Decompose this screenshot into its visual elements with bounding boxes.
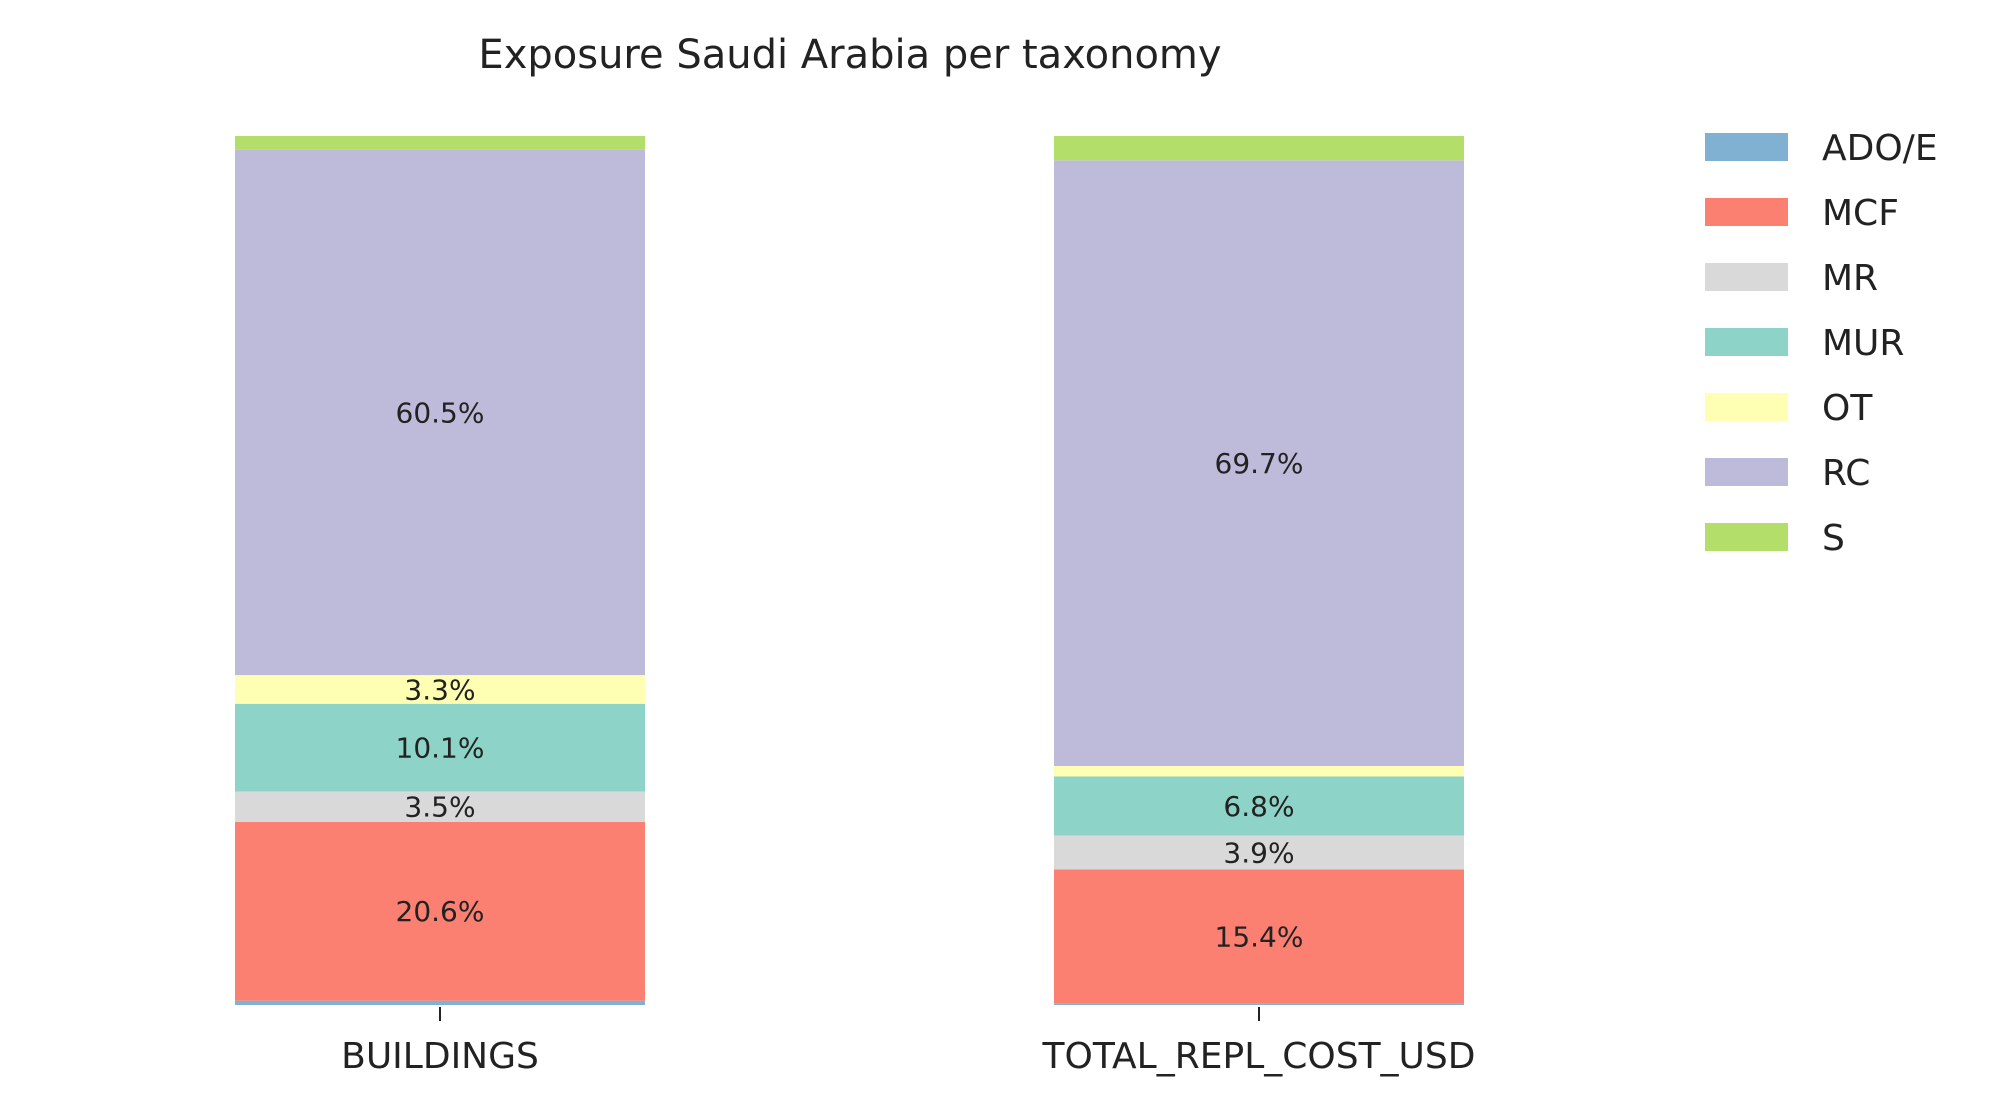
data-label: 3.5% xyxy=(404,791,475,824)
legend-label: RC xyxy=(1822,453,1870,494)
data-label: 60.5% xyxy=(396,397,485,430)
bar-segment-mur-0 xyxy=(235,703,645,792)
legend-swatch xyxy=(1705,523,1788,551)
bar-segment-mur-1 xyxy=(1054,776,1464,836)
bar-segment-mr-1 xyxy=(1054,835,1464,870)
legend-label: ADO/E xyxy=(1822,128,1938,169)
legend-label: S xyxy=(1822,518,1845,559)
data-label: 3.9% xyxy=(1223,836,1294,869)
legend-label: MUR xyxy=(1822,323,1904,364)
legend-swatch xyxy=(1705,328,1788,356)
x-axis: BUILDINGS TOTAL_REPL_COST_USD xyxy=(341,1007,1475,1077)
bar-segment-mcf-1 xyxy=(1054,869,1464,1004)
chart-title: Exposure Saudi Arabia per taxonomy xyxy=(478,32,1221,78)
x-tick-label: BUILDINGS xyxy=(341,1036,539,1077)
data-label: 6.8% xyxy=(1223,790,1294,823)
data-label: 10.1% xyxy=(396,732,485,765)
bar-segment-ot-0 xyxy=(235,675,645,704)
data-label: 69.7% xyxy=(1215,447,1304,480)
legend-swatch xyxy=(1705,198,1788,226)
legend-swatch xyxy=(1705,458,1788,486)
legend-label: OT xyxy=(1822,388,1873,429)
bar-segment-ado-e-1 xyxy=(1054,1003,1464,1005)
data-label: 20.6% xyxy=(396,895,485,928)
legend-swatch xyxy=(1705,133,1788,161)
legend-swatch xyxy=(1705,393,1788,421)
bar-segment-ado-e-0 xyxy=(235,1000,645,1005)
bar-segment-mr-0 xyxy=(235,791,645,822)
legend-label: MR xyxy=(1822,258,1878,299)
bar-segment-rc-0 xyxy=(235,149,645,676)
data-label: 3.3% xyxy=(404,673,475,706)
legend-swatch xyxy=(1705,263,1788,291)
bar-segment-s-1 xyxy=(1054,136,1464,161)
bar-segment-ot-1 xyxy=(1054,766,1464,777)
bars-group: 20.6% 3.5% 10.1% 3.3% 60.5% 15.4% 3.9% 6.8% 69.7… xyxy=(235,136,1464,1005)
x-tick-label: TOTAL_REPL_COST_USD xyxy=(1042,1036,1476,1077)
bar-segment-s-0 xyxy=(235,136,645,150)
legend-label: MCF xyxy=(1822,193,1899,234)
bar-segment-rc-1 xyxy=(1054,160,1464,767)
legend: ADO/E MCF MR MUR OT RC S xyxy=(1705,128,1938,559)
bar-segment-mcf-0 xyxy=(235,821,645,1001)
data-label: 15.4% xyxy=(1215,920,1304,953)
